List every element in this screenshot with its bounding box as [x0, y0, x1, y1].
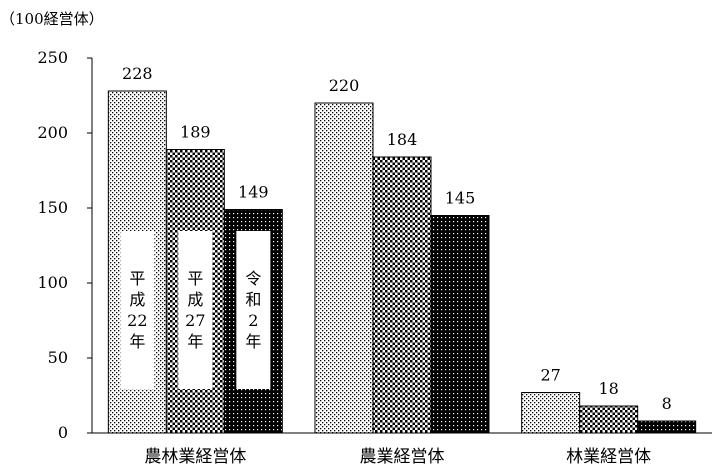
bar [637, 420, 697, 434]
series-label-line: 年 [129, 332, 145, 351]
series-label-line: 令 [245, 269, 261, 288]
series-label-box [178, 231, 213, 389]
series-label-box [236, 231, 271, 389]
series-label-line: 和 [245, 290, 261, 309]
bar [372, 156, 432, 434]
data-label: 149 [238, 183, 269, 202]
y-axis-ticks: 0 50 100 150 200 250 [37, 48, 92, 442]
series-label-line: 年 [245, 332, 261, 351]
series-label-line: 27 [185, 311, 205, 330]
data-label: 8 [662, 394, 672, 413]
y-tick-label: 150 [37, 198, 68, 217]
series-label-line: 22 [127, 311, 147, 330]
series-label-line: 2 [248, 311, 258, 330]
series-label-line: 成 [129, 290, 145, 309]
series-label-box [120, 231, 155, 389]
y-tick-label: 250 [37, 48, 68, 67]
unit-label: （100経営体） [0, 10, 104, 28]
y-tick-label: 0 [58, 423, 68, 442]
category-label: 農業経営体 [360, 447, 445, 467]
category-labels: 農林業経営体 農業経営体 林業経営体 [144, 447, 651, 467]
category-label: 林業経営体 [566, 447, 651, 467]
data-label: 27 [540, 366, 560, 385]
y-tick-label: 100 [37, 273, 68, 292]
series-label-line: 年 [187, 332, 203, 351]
data-label: 189 [180, 123, 211, 142]
bar [314, 102, 374, 434]
series-label-line: 平 [129, 269, 145, 288]
data-label: 220 [329, 76, 360, 95]
series-label-line: 成 [187, 290, 203, 309]
data-label: 184 [387, 130, 418, 149]
data-label: 228 [122, 64, 153, 83]
bar [521, 392, 581, 434]
y-tick-label: 50 [48, 348, 68, 367]
data-label: 18 [598, 379, 618, 398]
bar [430, 215, 490, 434]
category-label: 農林業経営体 [144, 447, 246, 467]
series-label-line: 平 [187, 269, 203, 288]
data-labels: 228 189 149 220 184 145 27 18 8 [122, 64, 672, 413]
data-label: 145 [445, 189, 476, 208]
bar [579, 405, 639, 434]
y-tick-label: 200 [37, 123, 68, 142]
